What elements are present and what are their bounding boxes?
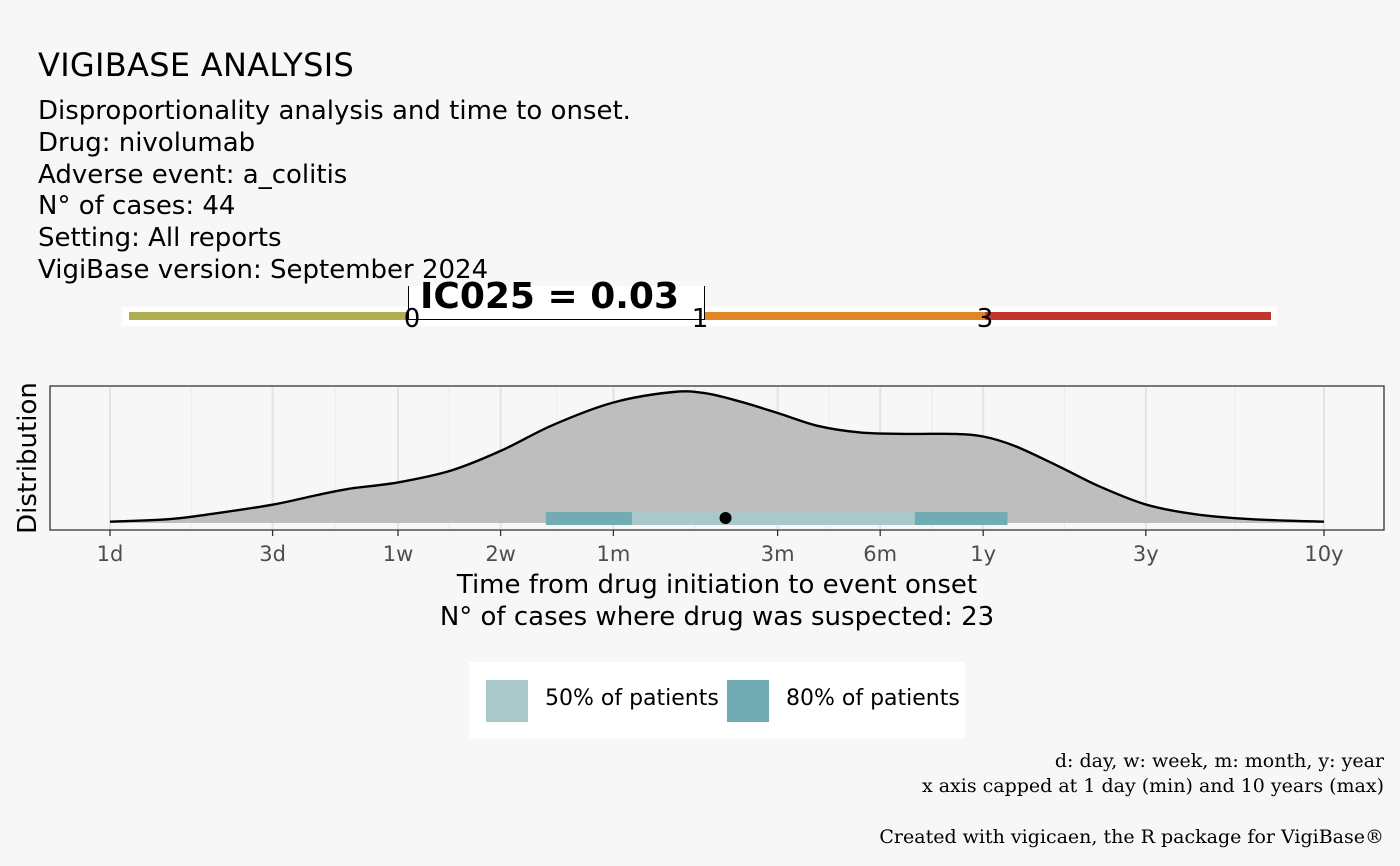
ic-tick-1: 1 — [692, 304, 709, 334]
legend: 50% of patients 80% of patients — [469, 662, 965, 739]
legend-key-50 — [486, 680, 528, 722]
legend-label-50: 50% of patients — [545, 686, 719, 711]
x-tick-label: 1w — [383, 542, 414, 566]
x-axis-ticks: 1d 3d 1w 2w 1m 3m 6m 1y 3y 10y — [97, 530, 1344, 566]
legend-label-80: 80% of patients — [786, 686, 960, 711]
x-tick-label: 1d — [97, 542, 124, 566]
x-tick-label: 6m — [863, 542, 897, 566]
page-title: VIGIBASE ANALYSIS — [38, 46, 355, 84]
ic025-label: IC025 = 0.03 — [420, 276, 680, 317]
density-line — [109, 390, 1325, 523]
x-axis-subtitle-cases: N° of cases where drug was suspected: 23 — [439, 602, 995, 632]
x-tick-label: 3m — [761, 542, 795, 566]
legend-key-80 — [727, 680, 769, 722]
x-tick-label: 2w — [485, 542, 516, 566]
subtitle-line-adverse-event: Adverse event: a_colitis — [38, 159, 348, 190]
x-tick-label: 1m — [596, 542, 630, 566]
plot-panel-border — [49, 385, 1385, 531]
x-tick-label: 3d — [259, 542, 286, 566]
ic-label-box — [408, 286, 705, 320]
subtitle-line-cases: N° of cases: 44 — [38, 191, 236, 222]
x-axis-title: Time from drug initiation to event onset — [456, 570, 978, 600]
ic-tick-0: 0 — [404, 304, 421, 334]
x-tick-label: 10y — [1304, 542, 1343, 566]
caption-abbreviations: d: day, w: week, m: month, y: year — [1054, 750, 1384, 772]
caption-axis-cap: x axis capped at 1 day (min) and 10 year… — [921, 775, 1384, 797]
subtitle-line-drug: Drug: nivolumab — [38, 127, 256, 158]
range-50-bar — [631, 512, 915, 525]
subtitle-line-setting: Setting: All reports — [38, 223, 282, 254]
ic-tick-3: 3 — [977, 304, 994, 334]
median-point — [719, 512, 732, 524]
density-area — [110, 391, 1324, 523]
x-tick-label: 1y — [970, 542, 996, 566]
subtitle-line-version: VigiBase version: September 2024 — [38, 254, 489, 285]
caption-credit: Created with vigicaen, the R package for… — [879, 826, 1384, 848]
x-tick-label: 3y — [1133, 542, 1159, 566]
subtitle-line-description: Disproportionality analysis and time to … — [38, 96, 631, 126]
subtitle: Disproportionality analysis and time to … — [38, 96, 631, 287]
